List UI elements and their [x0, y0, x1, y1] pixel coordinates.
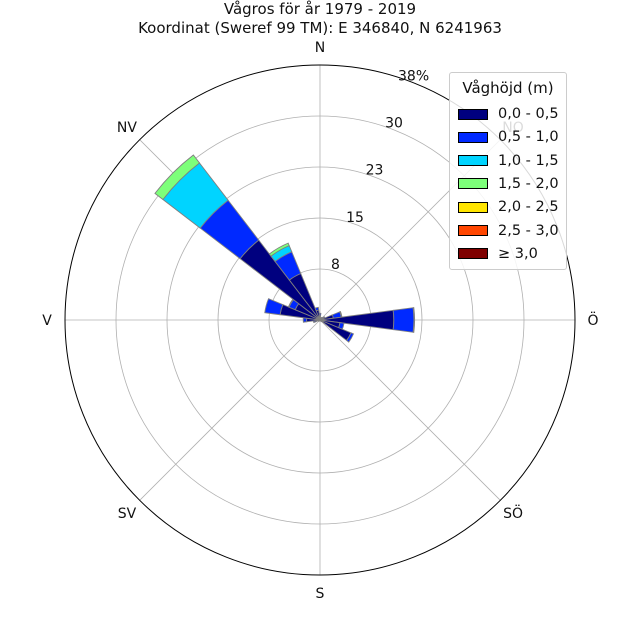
legend-label: ≥ 3,0	[498, 245, 538, 262]
chart-subtitle: Koordinat (Sweref 99 TM): E 346840, N 62…	[138, 19, 502, 37]
radial-tick-label: 15	[346, 210, 364, 226]
radial-tick-label: 30	[385, 116, 403, 132]
grid-spoke	[139, 319, 321, 501]
radial-tick-label: 38%	[398, 68, 429, 84]
rose-bar-segment	[314, 306, 320, 312]
legend-swatch	[458, 201, 488, 213]
legend-label: 0,5 - 1,0	[498, 129, 559, 146]
legend-swatch	[458, 225, 488, 236]
legend-swatch	[458, 178, 488, 190]
direction-label: N	[315, 40, 325, 56]
legend-label: 2,5 - 3,0	[498, 222, 559, 239]
grid-spoke	[319, 319, 501, 501]
rose-bar-segment	[392, 307, 415, 333]
legend-label: 0,0 - 0,5	[498, 106, 559, 122]
legend-label: 1,5 - 2,0	[498, 175, 559, 192]
radial-tick-label: 23	[366, 163, 384, 179]
legend-swatch	[458, 108, 488, 120]
rose-bar-segment	[412, 307, 416, 333]
rose-bar-segment	[154, 154, 201, 201]
radial-tick-label: 8	[331, 257, 340, 273]
legend-swatch	[458, 155, 488, 167]
legend: Våghöjd (m) 0,0 - 0,5 0,5 - 1,0 1,0 - 1,5 1…	[449, 72, 567, 270]
direction-label: NV	[117, 120, 137, 136]
legend-item: ≥ 3,0	[458, 245, 538, 263]
legend-swatch	[458, 248, 488, 260]
chart-title: Vågros för år 1979 - 2019	[223, 0, 417, 18]
direction-label: SV	[118, 506, 137, 522]
legend-title: Våghöjd (m)	[462, 79, 554, 97]
legend-swatch	[458, 131, 488, 143]
legend-item: 0,5 - 1,0	[458, 128, 559, 146]
legend-item: 1,0 - 1,5	[458, 152, 559, 170]
rose-bar-segment	[264, 298, 284, 316]
rose-bar-segment	[268, 242, 290, 257]
rose-bar-segment	[345, 332, 355, 343]
legend-item: 1,5 - 2,0	[458, 175, 559, 193]
direction-label: Ö	[587, 311, 598, 329]
legend-item: 2,5 - 3,0	[458, 222, 559, 240]
direction-label: V	[42, 313, 52, 329]
legend-label: 2,0 - 2,5	[498, 199, 559, 216]
polar-frame	[64, 64, 576, 576]
direction-label: SÖ	[503, 504, 523, 522]
legend-label: 1,0 - 1,5	[498, 152, 559, 169]
direction-label: S	[316, 586, 325, 602]
legend-item: 2,0 - 2,5	[458, 198, 559, 216]
legend-item: 0,0 - 0,5	[458, 105, 559, 123]
